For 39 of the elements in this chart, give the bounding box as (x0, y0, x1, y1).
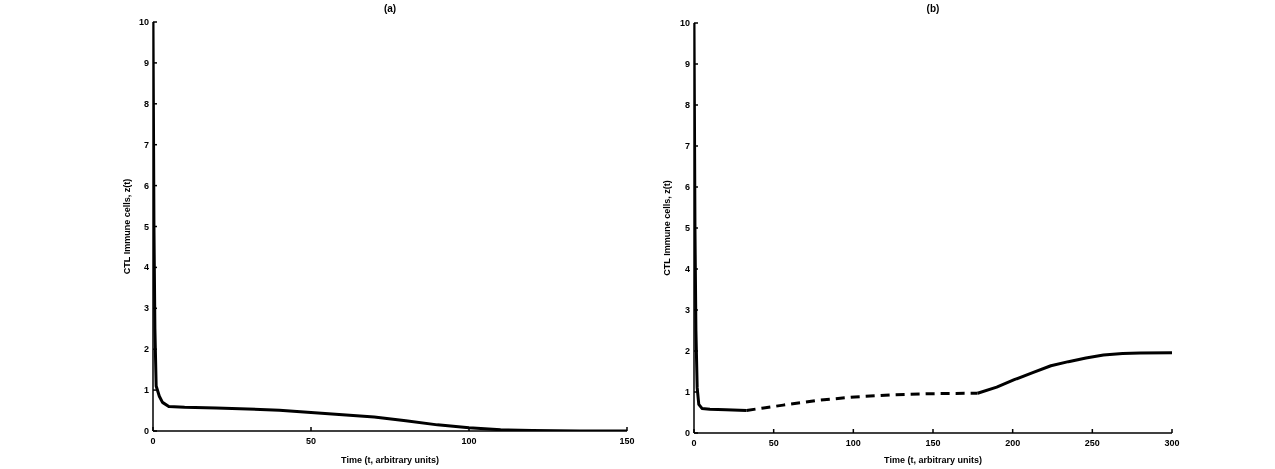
y-tick-label: 6 (143, 180, 149, 191)
y-tick-label: 6 (684, 182, 690, 192)
y-tick-label: 1 (684, 387, 690, 397)
y-tick-label: 7 (684, 141, 690, 151)
x-tick-label: 250 (1084, 438, 1100, 448)
x-tick-label: 100 (845, 438, 861, 448)
x-tick-label: 100 (461, 436, 477, 446)
y-tick-label: 5 (143, 221, 149, 232)
y-tick-label: 0 (684, 428, 690, 438)
y-tick-label: 2 (684, 346, 690, 356)
x-axis-title: Time (t, arbitrary units) (341, 455, 439, 465)
x-tick-label: 150 (619, 436, 635, 446)
y-tick-label: 3 (143, 303, 149, 314)
y-tick-label: 7 (143, 139, 149, 150)
chart-title: (a) (382, 3, 398, 14)
y-tick-label: 2 (143, 344, 149, 355)
x-tick-label: 50 (305, 436, 317, 446)
chart-title: (b) (925, 3, 941, 14)
x-tick-label: 200 (1005, 438, 1021, 448)
y-tick-label: 8 (143, 98, 149, 109)
y-tick-label: 9 (684, 59, 690, 69)
y-tick-label: 0 (143, 426, 149, 436)
y-axis-title: CTL Immune cells, z(t) (121, 178, 132, 275)
x-axis-title: Time (t, arbitrary units) (884, 455, 982, 465)
y-tick-label: 5 (684, 223, 690, 233)
y-tick-label: 10 (138, 17, 149, 27)
y-tick-label: 10 (679, 18, 690, 28)
x-tick-label: 300 (1164, 438, 1180, 448)
x-tick-label: 0 (150, 436, 156, 446)
x-tick-label: 50 (768, 438, 779, 448)
y-tick-label: 4 (143, 262, 149, 273)
y-tick-label: 4 (684, 264, 690, 274)
y-axis-title: CTL Immune cells, z(t) (662, 180, 673, 276)
x-tick-label: 0 (691, 438, 697, 448)
y-tick-label: 8 (684, 100, 690, 110)
x-tick-label: 150 (925, 438, 941, 448)
y-tick-label: 3 (684, 305, 690, 315)
y-tick-label: 9 (143, 57, 149, 68)
y-tick-label: 1 (143, 385, 149, 396)
